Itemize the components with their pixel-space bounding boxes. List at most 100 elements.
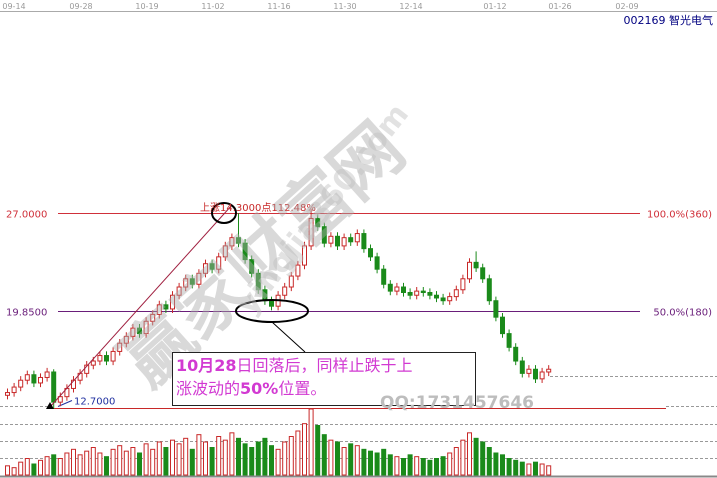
date-tick-label: 11-30 xyxy=(333,2,356,11)
volume-bar xyxy=(453,447,459,476)
candle-up xyxy=(447,296,453,302)
volume-bar xyxy=(24,458,30,476)
volume-bar xyxy=(11,467,17,476)
level-price-label: 19.8500 xyxy=(6,308,47,319)
volume-bar xyxy=(381,448,387,476)
volume-bar xyxy=(420,458,426,476)
volume-bar xyxy=(467,432,472,476)
volume-bar xyxy=(31,463,37,476)
volume-bar xyxy=(328,439,334,476)
candle-down xyxy=(513,346,519,362)
volume-bar xyxy=(77,454,83,476)
candle-down xyxy=(242,242,248,261)
date-tick-label: 11-02 xyxy=(201,2,224,11)
date-tick-label: 02-09 xyxy=(615,2,638,11)
candle-down xyxy=(361,233,367,250)
candle-up xyxy=(24,374,30,381)
volume-bar xyxy=(539,463,545,476)
candle-up xyxy=(467,261,472,280)
candle-up xyxy=(77,372,83,381)
candle-down xyxy=(480,267,486,280)
candle-up xyxy=(288,275,294,288)
candle-up xyxy=(460,278,466,291)
volume-bar xyxy=(97,452,103,476)
volume-bar xyxy=(130,447,136,476)
candle-down xyxy=(381,268,387,285)
volume-bar xyxy=(282,441,288,476)
candle-down xyxy=(209,263,215,270)
annotation-box: 10月28日回落后，同样止跌于上 涨波动的50%位置。 xyxy=(172,352,476,406)
candle-up xyxy=(11,386,17,394)
volume-bar xyxy=(368,450,373,476)
candle-up xyxy=(546,368,552,373)
candle-up xyxy=(295,264,301,277)
candle-up xyxy=(203,263,208,274)
volume-bar xyxy=(216,436,222,476)
candle-down xyxy=(493,300,499,318)
candle-down xyxy=(401,286,406,293)
candle-up xyxy=(229,237,235,247)
date-axis: 09-14 09-28 10-19 11-02 11-16 11-30 12-14 01-12… xyxy=(2,2,638,11)
annotation-day: 28 xyxy=(214,356,237,375)
volume-bar xyxy=(513,459,519,476)
candle-down xyxy=(473,261,479,269)
volume-bar xyxy=(38,459,43,476)
volume-bar xyxy=(123,450,129,476)
volume-bar xyxy=(51,454,57,476)
date-tick-label: 11-16 xyxy=(267,2,290,11)
volume-bar xyxy=(394,456,400,476)
volume-bar xyxy=(486,447,492,476)
candle-down xyxy=(519,360,525,374)
volume-bar xyxy=(493,452,499,476)
candle-down xyxy=(104,355,109,362)
date-tick-label: 09-14 xyxy=(2,2,25,11)
volume-bar xyxy=(117,445,123,476)
candle-down xyxy=(486,278,492,302)
candle-down xyxy=(163,304,169,310)
candle-up xyxy=(156,304,162,315)
annotation-month: 10月 xyxy=(176,356,215,375)
candle-up xyxy=(176,286,182,296)
date-tick-label: 01-26 xyxy=(548,2,571,11)
dashed-guides xyxy=(0,376,717,459)
volume-bar xyxy=(440,456,446,476)
volume-bar xyxy=(387,454,393,476)
volume-bar xyxy=(242,443,248,476)
candle-up xyxy=(302,245,307,266)
volume-bar xyxy=(414,456,420,476)
volume-bar xyxy=(341,447,347,476)
candle-down xyxy=(500,316,505,335)
volume-bar xyxy=(110,448,116,476)
high-circle xyxy=(211,202,237,224)
candle-up xyxy=(341,237,347,247)
volume-bar xyxy=(236,437,241,476)
price-levels: 27.0000 100.0%(360) 19.8500 50.0%(180) 12.70… xyxy=(6,210,712,409)
candle-down xyxy=(255,272,261,291)
volume-bar xyxy=(348,443,354,476)
date-tick-label: 09-28 xyxy=(69,2,92,11)
candle-down xyxy=(189,278,195,285)
volume-bar xyxy=(176,443,182,476)
annotation-text: 日回落后，同样止跌于上 xyxy=(236,356,413,375)
candle-up xyxy=(150,313,156,322)
volume-bar xyxy=(302,423,307,476)
candle-down xyxy=(427,291,433,296)
candle-down xyxy=(348,237,354,243)
volume-bar xyxy=(269,445,274,476)
candle-up xyxy=(38,376,43,384)
volume-bar xyxy=(262,437,268,476)
candle-up xyxy=(57,396,63,403)
volume-bar xyxy=(84,450,90,476)
volume-bar xyxy=(222,439,228,476)
candle-down xyxy=(387,283,393,292)
candle-up xyxy=(354,233,360,243)
volume-bar xyxy=(170,439,175,476)
candle-up xyxy=(282,286,288,296)
annotation-percent: 50% xyxy=(240,379,279,398)
candle-up xyxy=(539,371,545,380)
candle-down xyxy=(335,235,340,247)
volume-bar xyxy=(104,456,109,476)
volume-bar xyxy=(229,432,235,476)
candle-up xyxy=(117,342,123,352)
